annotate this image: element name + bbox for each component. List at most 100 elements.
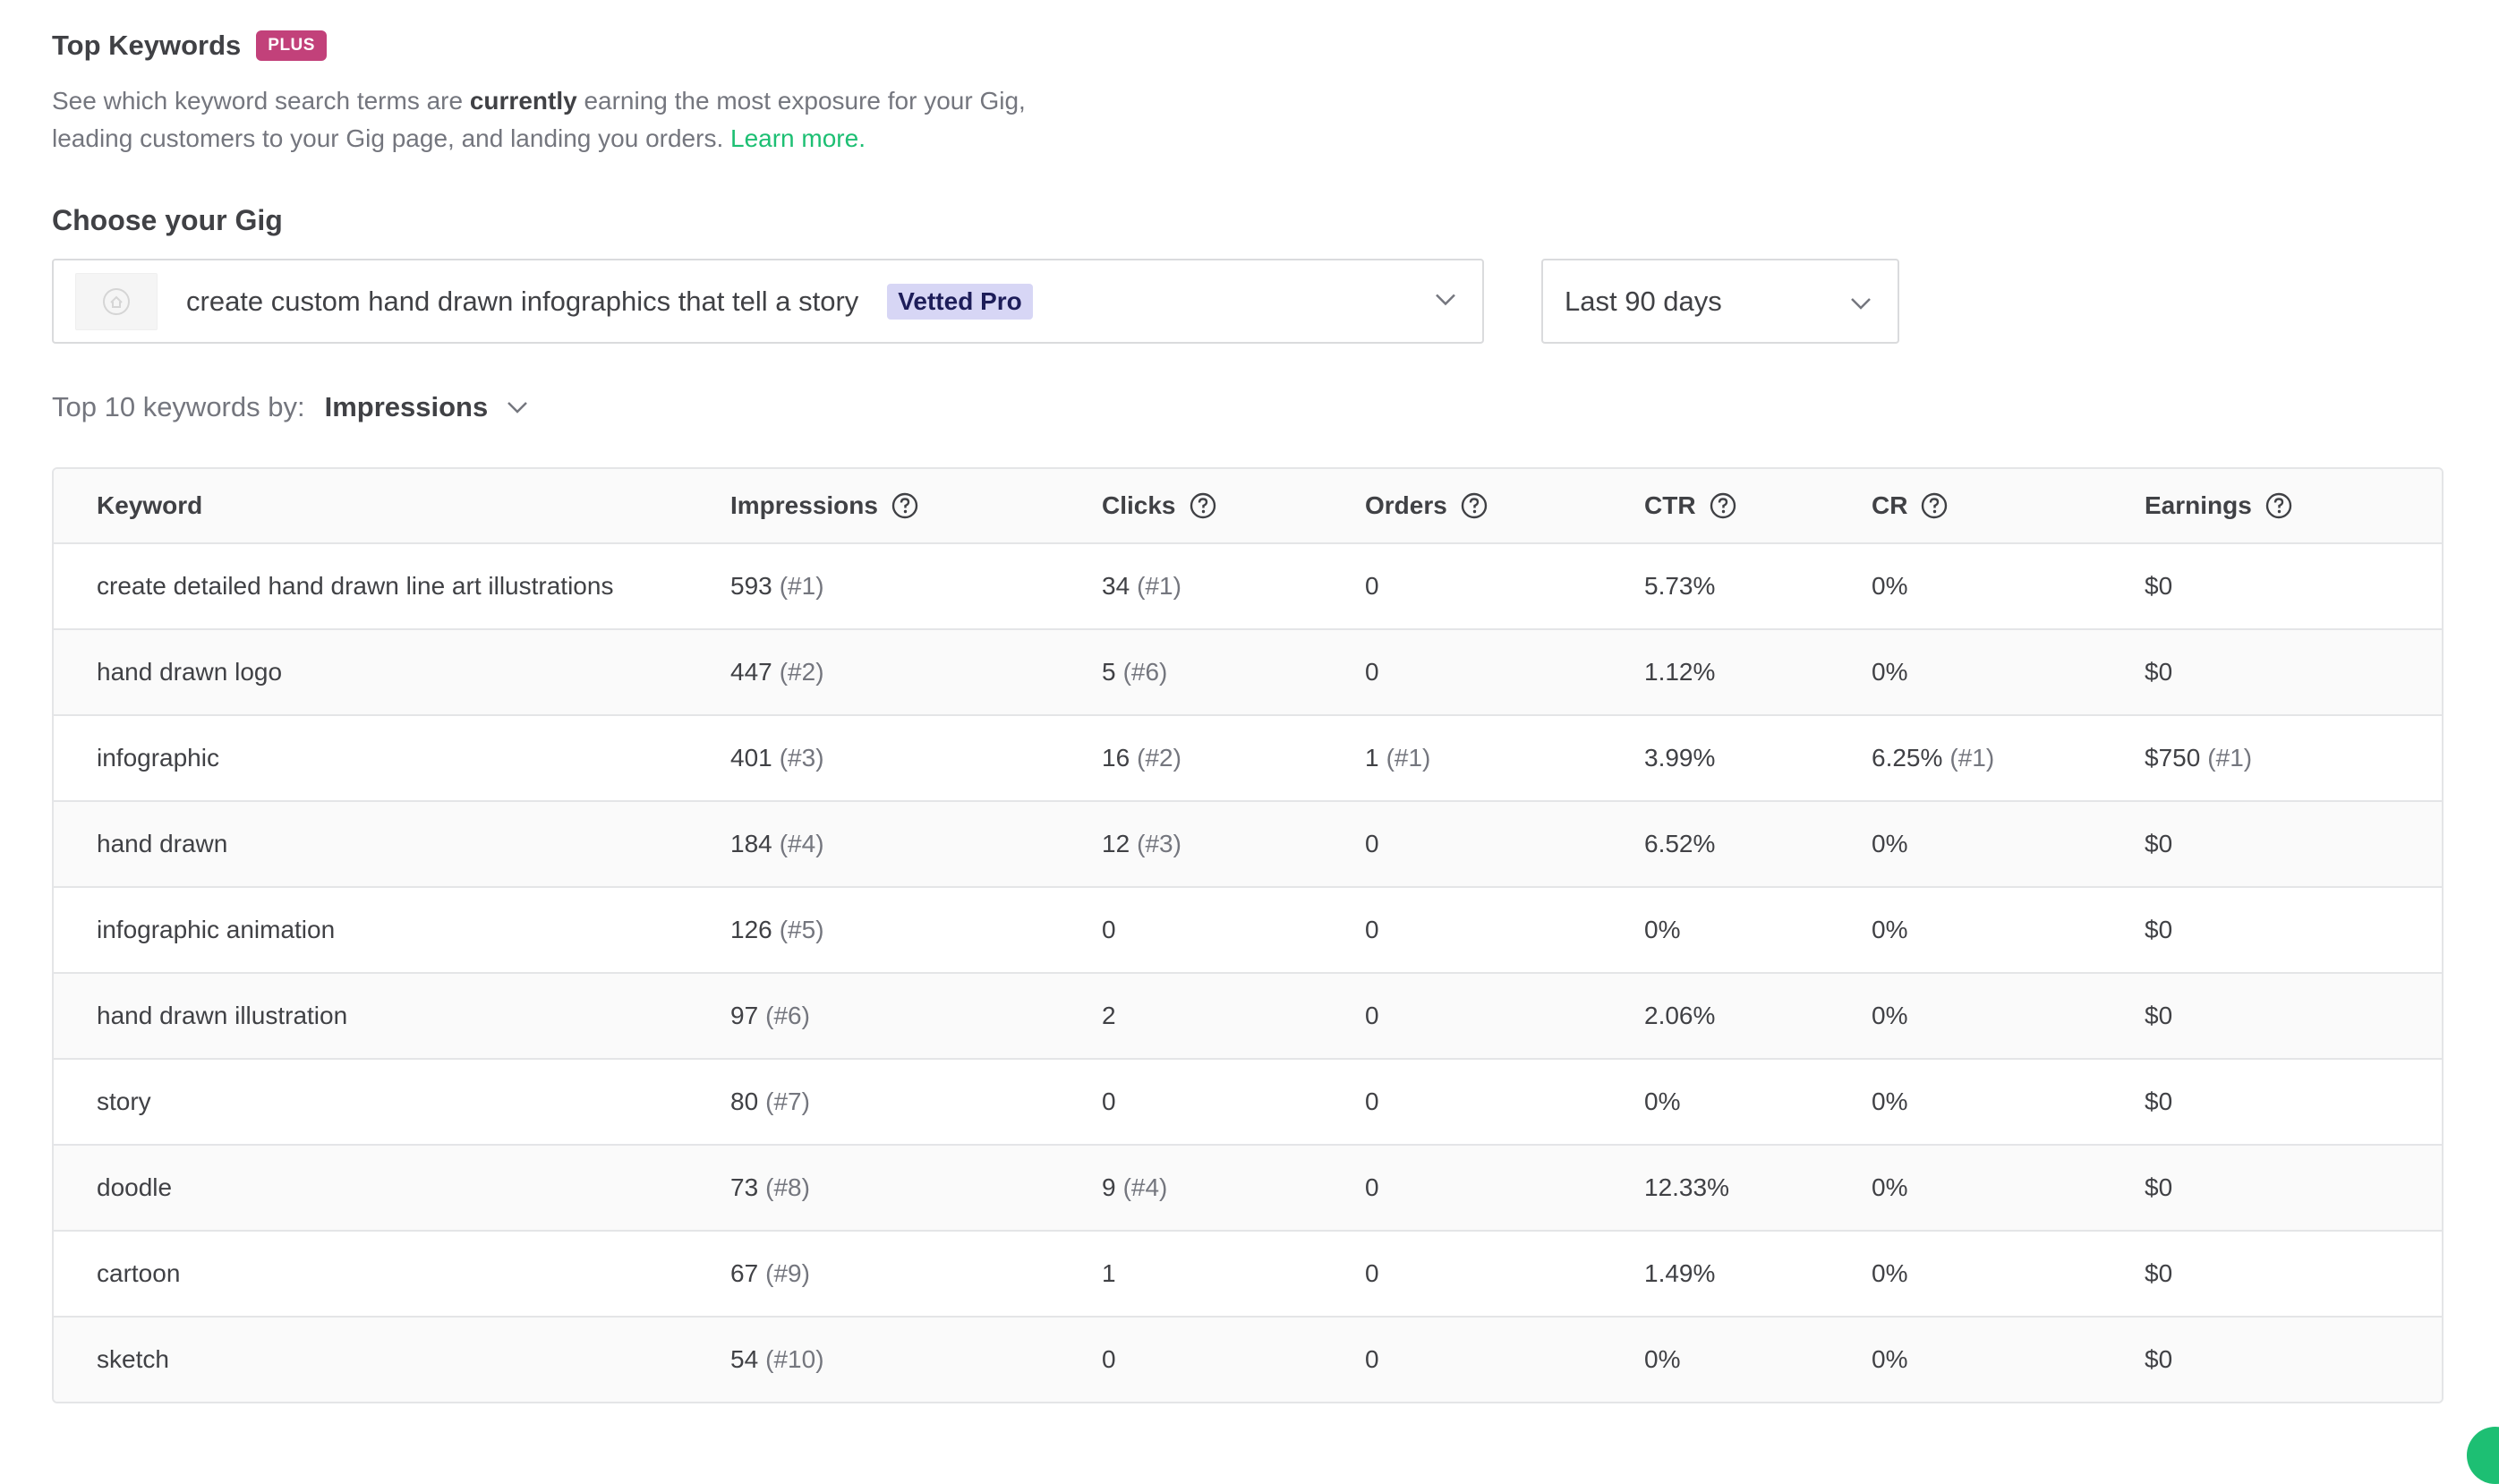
keyword-cell: doodle bbox=[54, 1173, 730, 1202]
clicks-cell: 16(#2) bbox=[1102, 744, 1365, 772]
clicks-cell-value: 9 bbox=[1102, 1173, 1116, 1202]
chevron-down-icon[interactable] bbox=[506, 400, 529, 414]
question-circle-icon[interactable] bbox=[2264, 491, 2293, 520]
ctr-cell: 2.06% bbox=[1644, 1002, 1872, 1030]
earnings-cell-value: $750 bbox=[2145, 744, 2200, 772]
keyword-cell-value: hand drawn logo bbox=[97, 658, 282, 687]
column-header-cr: CR bbox=[1872, 491, 2145, 520]
ctr-cell: 0% bbox=[1644, 1087, 1872, 1116]
plus-badge: PLUS bbox=[256, 30, 327, 61]
keyword-cell: hand drawn bbox=[54, 830, 730, 858]
sort-metric-select[interactable]: Impressions bbox=[325, 391, 489, 423]
earnings-cell-rank: (#1) bbox=[2207, 744, 2252, 772]
orders-cell: 0 bbox=[1365, 1002, 1644, 1030]
impressions-cell: 126(#5) bbox=[730, 916, 1102, 944]
earnings-cell-value: $0 bbox=[2145, 1259, 2172, 1288]
chat-bubble-icon[interactable] bbox=[2467, 1427, 2499, 1484]
impressions-cell-value: 126 bbox=[730, 916, 772, 944]
date-range-value: Last 90 days bbox=[1565, 286, 1722, 318]
clicks-cell: 1 bbox=[1102, 1259, 1365, 1288]
orders-cell-value: 0 bbox=[1365, 830, 1379, 858]
keyword-cell-value: hand drawn illustration bbox=[97, 1002, 347, 1030]
column-header-label: Impressions bbox=[730, 491, 878, 520]
impressions-cell-rank: (#4) bbox=[780, 830, 824, 858]
keyword-cell-value: story bbox=[97, 1087, 151, 1116]
column-header-impressions: Impressions bbox=[730, 491, 1102, 520]
question-circle-icon[interactable] bbox=[891, 491, 919, 520]
question-circle-icon[interactable] bbox=[1709, 491, 1737, 520]
orders-cell: 0 bbox=[1365, 572, 1644, 601]
clicks-cell-rank: (#4) bbox=[1123, 1173, 1168, 1202]
impressions-cell-value: 447 bbox=[730, 658, 772, 687]
orders-cell: 0 bbox=[1365, 1259, 1644, 1288]
keyword-cell-value: infographic bbox=[97, 744, 219, 772]
earnings-cell-value: $0 bbox=[2145, 916, 2172, 944]
earnings-cell-value: $0 bbox=[2145, 1087, 2172, 1116]
earnings-cell-value: $0 bbox=[2145, 1173, 2172, 1202]
table-header-row: Keyword Impressions Clicks Orders CTR CR… bbox=[54, 469, 2442, 542]
cr-cell-value: 0% bbox=[1872, 916, 1907, 944]
impressions-cell: 97(#6) bbox=[730, 1002, 1102, 1030]
impressions-cell-value: 97 bbox=[730, 1002, 758, 1030]
earnings-cell-value: $0 bbox=[2145, 830, 2172, 858]
impressions-cell-value: 593 bbox=[730, 572, 772, 601]
cr-cell: 0% bbox=[1872, 1002, 2145, 1030]
ctr-cell-value: 0% bbox=[1644, 1087, 1680, 1116]
gig-thumbnail-placeholder-icon bbox=[75, 273, 158, 330]
orders-cell: 1(#1) bbox=[1365, 744, 1644, 772]
impressions-cell-value: 401 bbox=[730, 744, 772, 772]
ctr-cell: 1.49% bbox=[1644, 1259, 1872, 1288]
earnings-cell: $0 bbox=[2145, 1345, 2413, 1374]
earnings-cell: $0 bbox=[2145, 1002, 2413, 1030]
clicks-cell-value: 16 bbox=[1102, 744, 1130, 772]
sort-label: Top 10 keywords by: bbox=[52, 391, 305, 423]
gig-select-dropdown[interactable]: create custom hand drawn infographics th… bbox=[52, 259, 1484, 344]
ctr-cell-value: 12.33% bbox=[1644, 1173, 1729, 1202]
keyword-cell: story bbox=[54, 1087, 730, 1116]
chevron-down-icon bbox=[1434, 292, 1457, 311]
keyword-cell: infographic bbox=[54, 744, 730, 772]
orders-cell: 0 bbox=[1365, 1087, 1644, 1116]
impressions-cell-rank: (#1) bbox=[780, 572, 824, 601]
impressions-cell-value: 80 bbox=[730, 1087, 758, 1116]
question-circle-icon[interactable] bbox=[1920, 491, 1949, 520]
date-range-dropdown[interactable]: Last 90 days bbox=[1541, 259, 1899, 344]
earnings-cell: $0 bbox=[2145, 916, 2413, 944]
impressions-cell: 401 (#3) bbox=[730, 744, 1102, 772]
column-header-label: Earnings bbox=[2145, 491, 2252, 520]
orders-cell: 0 bbox=[1365, 1345, 1644, 1374]
impressions-cell-rank: (#2) bbox=[780, 658, 824, 687]
cr-cell: 0% bbox=[1872, 658, 2145, 687]
earnings-cell-value: $0 bbox=[2145, 1345, 2172, 1374]
impressions-cell: 593 (#1) bbox=[730, 572, 1102, 601]
selectors-row: create custom hand drawn infographics th… bbox=[52, 259, 2444, 344]
question-circle-icon[interactable] bbox=[1189, 491, 1217, 520]
impressions-cell-rank: (#8) bbox=[765, 1173, 810, 1202]
column-header-orders: Orders bbox=[1365, 491, 1644, 520]
vetted-pro-badge: Vetted Pro bbox=[887, 284, 1032, 320]
impressions-cell: 54(#10) bbox=[730, 1345, 1102, 1374]
cr-cell: 0% bbox=[1872, 1345, 2145, 1374]
orders-cell-value: 0 bbox=[1365, 1173, 1379, 1202]
sort-row: Top 10 keywords by: Impressions bbox=[52, 388, 2444, 426]
orders-cell-rank: (#1) bbox=[1386, 744, 1431, 772]
ctr-cell-value: 0% bbox=[1644, 916, 1680, 944]
cr-cell: 6.25%(#1) bbox=[1872, 744, 2145, 772]
page-description: See which keyword search terms are curre… bbox=[52, 82, 1072, 158]
keyword-cell-value: infographic animation bbox=[97, 916, 335, 944]
orders-cell: 0 bbox=[1365, 830, 1644, 858]
impressions-cell-rank: (#9) bbox=[765, 1259, 810, 1288]
learn-more-link[interactable]: Learn more. bbox=[730, 124, 866, 152]
clicks-cell-rank: (#3) bbox=[1137, 830, 1181, 858]
orders-cell-value: 0 bbox=[1365, 1259, 1379, 1288]
orders-cell: 0 bbox=[1365, 658, 1644, 687]
orders-cell: 0 bbox=[1365, 1173, 1644, 1202]
impressions-cell-rank: (#3) bbox=[780, 744, 824, 772]
cr-cell: 0% bbox=[1872, 1259, 2145, 1288]
impressions-cell: 184(#4) bbox=[730, 830, 1102, 858]
orders-cell-value: 0 bbox=[1365, 916, 1379, 944]
question-circle-icon[interactable] bbox=[1460, 491, 1488, 520]
clicks-cell: 5(#6) bbox=[1102, 658, 1365, 687]
